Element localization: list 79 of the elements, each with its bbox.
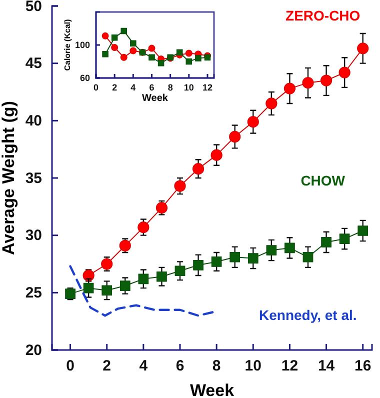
y-axis-title: Average Weight (g) — [0, 101, 18, 255]
x-tick-label: 14 — [318, 358, 336, 375]
point — [174, 266, 186, 276]
text: Kennedy, et al. — [259, 307, 357, 324]
point — [266, 98, 278, 110]
point — [302, 252, 314, 262]
point — [284, 82, 296, 94]
point — [158, 60, 164, 66]
point — [248, 253, 258, 264]
point — [230, 252, 240, 262]
x-tick-label: 10 — [184, 82, 194, 92]
x-axis-title: Week — [190, 381, 235, 398]
line-series — [69, 265, 214, 317]
x-tick-label: 4 — [130, 82, 136, 92]
x-tick-label: 2 — [102, 358, 112, 375]
point — [186, 58, 192, 65]
point — [156, 271, 167, 282]
y-tick-label: 50 — [25, 0, 42, 15]
point — [247, 116, 259, 128]
point — [119, 240, 131, 252]
point — [130, 47, 137, 54]
point — [358, 226, 368, 236]
point — [266, 245, 277, 256]
y-axis-title: Calorie (Kcal) — [63, 18, 72, 71]
x-tick-label: 12 — [202, 82, 213, 92]
series-label: ZERO-CHO — [286, 7, 360, 24]
y-tick-label: 100 — [74, 40, 90, 50]
point — [148, 54, 155, 61]
x-tick-label: 6 — [149, 82, 154, 92]
point — [130, 40, 136, 46]
point — [338, 66, 350, 78]
point — [195, 55, 202, 62]
y-tick-label: 20 — [25, 342, 42, 359]
point — [111, 44, 118, 51]
x-tick-label: 2 — [112, 82, 118, 92]
point — [174, 180, 186, 192]
point — [193, 260, 204, 270]
x-tick-label: 0 — [93, 82, 99, 92]
point — [148, 44, 156, 52]
point — [320, 74, 332, 86]
point — [120, 28, 128, 34]
point — [120, 54, 128, 61]
y-tick-label: 60 — [80, 72, 90, 83]
point — [185, 50, 192, 57]
y-tick-label: 40 — [25, 112, 42, 130]
point — [192, 163, 204, 175]
point — [102, 285, 112, 296]
point — [156, 202, 168, 214]
x-tick-label: 8 — [168, 82, 173, 92]
x-axis-title: Week — [142, 93, 168, 104]
y-tick-label: 30 — [25, 227, 42, 244]
point — [138, 222, 150, 234]
x-tick-label: 4 — [139, 358, 148, 375]
point — [176, 49, 183, 56]
y-tick-label: 25 — [25, 284, 42, 302]
point — [101, 258, 113, 270]
point — [120, 280, 130, 291]
point — [111, 34, 118, 41]
point — [211, 256, 222, 267]
x-tick-label: 0 — [66, 358, 74, 375]
text: CHOW — [300, 172, 346, 189]
x-tick-label: 12 — [281, 358, 298, 375]
point — [321, 237, 332, 248]
point — [284, 242, 295, 254]
x-tick-label: 8 — [212, 358, 221, 375]
point — [102, 32, 109, 40]
point — [339, 234, 350, 244]
y-tick-label: 35 — [25, 170, 42, 187]
point — [210, 149, 222, 161]
point — [357, 42, 369, 54]
x-tick-label: 6 — [176, 358, 184, 375]
point — [302, 77, 314, 89]
point — [138, 274, 149, 284]
point — [102, 50, 108, 58]
x-tick-label: 16 — [354, 358, 372, 375]
point — [83, 282, 94, 294]
y-tick-label: 45 — [25, 55, 42, 72]
x-tick-label: 10 — [244, 358, 262, 375]
point — [229, 130, 241, 143]
